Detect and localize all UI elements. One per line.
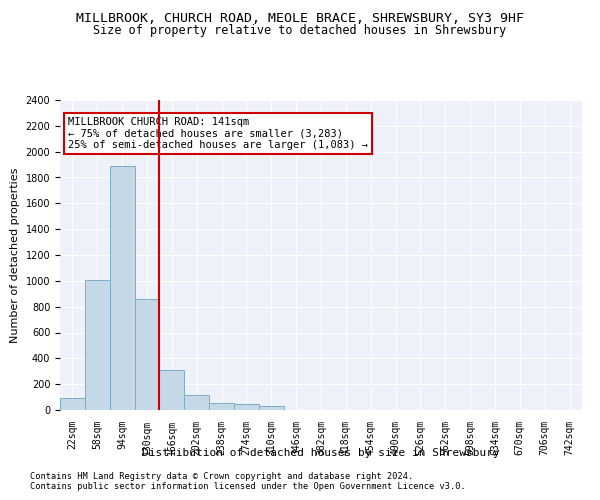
Y-axis label: Number of detached properties: Number of detached properties [10, 168, 20, 342]
Bar [134, 299, 160, 410]
Bar [60, 398, 85, 410]
Text: Contains public sector information licensed under the Open Government Licence v3: Contains public sector information licen… [30, 482, 466, 491]
Text: Contains HM Land Registry data © Crown copyright and database right 2024.: Contains HM Land Registry data © Crown c… [30, 472, 413, 481]
Bar [110, 166, 134, 410]
Text: Distribution of detached houses by size in Shrewsbury: Distribution of detached houses by size … [142, 448, 500, 458]
Bar [259, 406, 284, 410]
Text: MILLBROOK CHURCH ROAD: 141sqm
← 75% of detached houses are smaller (3,283)
25% o: MILLBROOK CHURCH ROAD: 141sqm ← 75% of d… [68, 117, 368, 150]
Bar [209, 403, 234, 410]
Text: Size of property relative to detached houses in Shrewsbury: Size of property relative to detached ho… [94, 24, 506, 37]
Text: MILLBROOK, CHURCH ROAD, MEOLE BRACE, SHREWSBURY, SY3 9HF: MILLBROOK, CHURCH ROAD, MEOLE BRACE, SHR… [76, 12, 524, 26]
Bar [234, 404, 259, 410]
Bar [184, 394, 209, 410]
Bar [85, 280, 110, 410]
Bar [160, 370, 184, 410]
